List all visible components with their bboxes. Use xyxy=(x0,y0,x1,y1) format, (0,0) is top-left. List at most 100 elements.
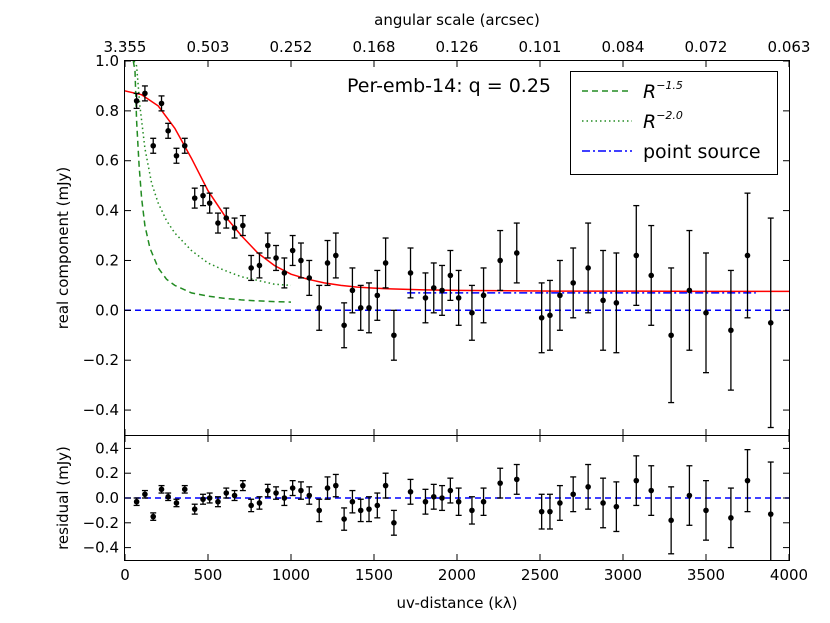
data-point xyxy=(633,252,640,259)
series-line-r-1-5 xyxy=(132,61,292,303)
data-point xyxy=(341,322,347,329)
data-point xyxy=(439,495,445,501)
data-point xyxy=(273,255,279,261)
data-point xyxy=(191,506,198,512)
y-tick-label: −0.2 xyxy=(83,514,119,532)
y-tick-label: 0.4 xyxy=(95,439,119,457)
data-point xyxy=(585,265,591,271)
top-axis-ticks: 3.355 0.503 0.252 0.168 0.126 0.101 0.084 0.072… xyxy=(104,38,811,56)
legend-label-r15: R−1.5 xyxy=(643,79,683,103)
data-point xyxy=(469,310,475,316)
data-point xyxy=(513,250,520,256)
legend-label-r20: R−2.0 xyxy=(643,109,683,133)
chart-title: Per-emb-14: q = 0.25 xyxy=(347,75,551,97)
x-tick-label: 3000 xyxy=(604,566,642,584)
data-point xyxy=(273,490,279,496)
data-point xyxy=(547,508,553,515)
data-point xyxy=(165,128,171,134)
y-tick-label: −0.4 xyxy=(83,539,119,557)
data-point xyxy=(382,260,389,266)
y-tick-label: 0.4 xyxy=(95,202,119,220)
data-point xyxy=(570,280,576,286)
data-point xyxy=(231,225,238,231)
y-tick-label: 0.0 xyxy=(95,301,119,319)
x-tick-label: 2000 xyxy=(438,566,476,584)
data-point xyxy=(538,315,545,321)
data-point xyxy=(430,285,437,291)
data-point xyxy=(455,498,462,505)
data-point xyxy=(686,287,693,294)
x-tick-label: 4000 xyxy=(770,566,808,584)
data-point xyxy=(366,506,372,512)
y-tick-label: −0.4 xyxy=(83,401,119,419)
data-point xyxy=(686,492,693,499)
data-point xyxy=(447,272,454,279)
data-point xyxy=(382,482,389,489)
data-point xyxy=(430,493,437,500)
data-point xyxy=(538,508,545,515)
top-tick-label: 0.063 xyxy=(768,38,811,56)
data-point xyxy=(391,332,397,339)
data-point xyxy=(547,312,553,319)
y-tick-label: 0.0 xyxy=(95,489,119,507)
data-point xyxy=(600,297,606,304)
data-point xyxy=(570,491,576,498)
x-axis-label: uv-distance (kλ) xyxy=(397,594,518,612)
data-point xyxy=(703,507,709,514)
series-line-r-2-0 xyxy=(133,61,292,287)
data-point xyxy=(316,305,323,311)
data-point xyxy=(200,496,206,503)
y-tick-label: 0.2 xyxy=(95,464,119,482)
data-point xyxy=(142,90,148,97)
data-point xyxy=(264,242,271,249)
data-point xyxy=(422,295,429,301)
legend: R−1.5 R−2.0 point source xyxy=(570,71,778,175)
data-point xyxy=(366,305,372,311)
data-point xyxy=(744,252,751,259)
data-point xyxy=(289,485,296,491)
data-point xyxy=(181,486,188,493)
main-lines xyxy=(125,61,789,312)
data-point xyxy=(407,489,414,495)
data-point xyxy=(357,507,364,514)
data-point xyxy=(248,265,254,271)
x-tick-label: 1500 xyxy=(355,566,393,584)
data-point xyxy=(744,477,751,484)
y-tick-label: −0.2 xyxy=(83,351,119,369)
data-point xyxy=(158,486,165,493)
data-point xyxy=(173,152,180,159)
data-point xyxy=(223,215,230,221)
data-point xyxy=(298,257,304,264)
data-point xyxy=(422,498,429,505)
data-point xyxy=(728,515,734,521)
data-point xyxy=(289,247,296,254)
data-point xyxy=(557,500,563,506)
y-tick-label: 1.0 xyxy=(95,52,119,70)
data-point xyxy=(407,270,414,276)
data-point xyxy=(181,142,188,149)
data-point xyxy=(333,252,339,259)
residual-y-axis-label: residual (mJy) xyxy=(54,446,72,550)
data-point xyxy=(306,275,313,281)
data-point xyxy=(439,287,445,294)
data-point xyxy=(767,320,774,326)
top-tick-label: 0.084 xyxy=(602,38,645,56)
data-point xyxy=(142,491,148,498)
data-point xyxy=(613,503,620,510)
data-point xyxy=(281,495,288,501)
data-point xyxy=(497,257,503,264)
x-tick-label: 1000 xyxy=(272,566,310,584)
main-y-axis-label: real component (mJy) xyxy=(54,167,72,329)
data-point xyxy=(447,487,454,494)
data-point xyxy=(703,310,709,316)
data-point xyxy=(374,502,381,509)
x-tick-label: 3500 xyxy=(687,566,725,584)
data-point xyxy=(316,507,323,514)
data-point xyxy=(480,292,487,299)
data-point xyxy=(391,520,397,526)
top-tick-label: 0.072 xyxy=(685,38,728,56)
data-point xyxy=(240,482,246,489)
residual-plot: −0.4 −0.2 0.0 0.2 0.4 0 500 1000 1500 2000 2500 30… xyxy=(54,436,808,612)
data-point xyxy=(513,476,520,483)
